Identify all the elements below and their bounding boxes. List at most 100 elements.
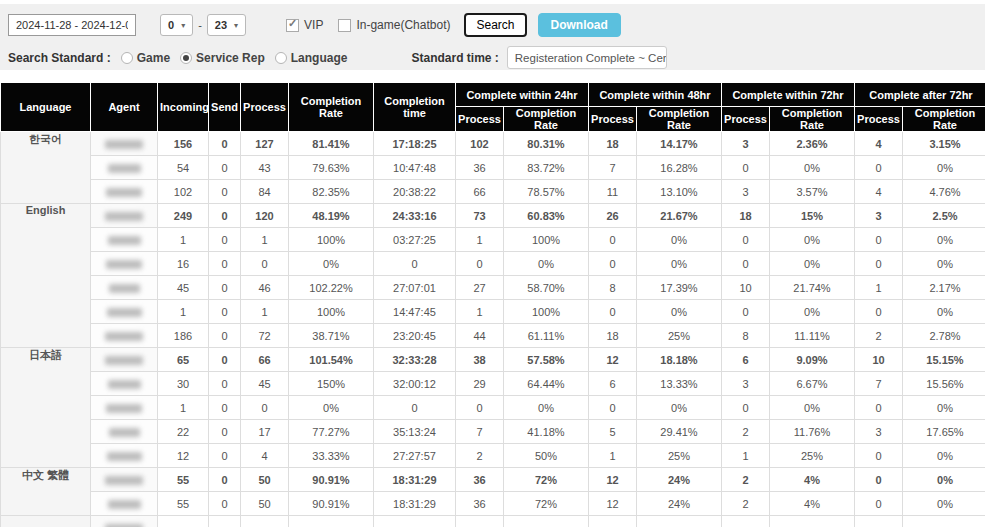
agent-cell	[91, 156, 158, 180]
table-cell: 90.91%	[289, 468, 374, 492]
table-row-summary-partial	[1, 516, 985, 527]
table-cell: 4.76%	[903, 180, 985, 204]
table-cell: 78.57%	[504, 180, 589, 204]
vip-checkbox[interactable]: VIP	[286, 18, 323, 32]
table-cell: 44	[456, 324, 504, 348]
table-cell: 0	[456, 396, 504, 420]
table-cell: 26	[589, 204, 637, 228]
table-cell: 0%	[289, 252, 374, 276]
table-cell: 25%	[637, 324, 722, 348]
table-cell: 101.54%	[289, 348, 374, 372]
table-cell: 4	[855, 180, 903, 204]
radio-language[interactable]: Language	[275, 51, 348, 65]
table-cell: 0	[209, 180, 241, 204]
language-cell: English	[1, 204, 91, 348]
subheader-completion-rate: Completion Rate	[770, 107, 855, 132]
table-cell: 0	[855, 396, 903, 420]
radio-selected-icon[interactable]	[180, 52, 192, 64]
table-cell: 0	[209, 132, 241, 156]
table-cell: 7	[456, 420, 504, 444]
table-cell: 0	[589, 252, 637, 276]
table-cell: 72%	[504, 492, 589, 516]
redacted-agent-name	[107, 308, 142, 317]
table-cell: 83.72%	[504, 156, 589, 180]
table-cell: 03:27:25	[374, 228, 456, 252]
table-cell: 0%	[770, 252, 855, 276]
table-cell: 0	[209, 276, 241, 300]
agent-cell	[91, 492, 158, 516]
table-cell: 0	[589, 228, 637, 252]
ingame-chatbot-checkbox[interactable]: In-game(Chatbot)	[338, 18, 450, 32]
table-cell: 18.18%	[637, 348, 722, 372]
table-cell: 0	[209, 324, 241, 348]
group-header-within-48hr: Complete within 48hr	[589, 83, 722, 107]
group-header-within-24hr: Complete within 24hr	[456, 83, 589, 107]
table-cell: 5	[589, 420, 637, 444]
table-cell	[289, 516, 374, 527]
ingame-chatbot-label: In-game(Chatbot)	[356, 18, 450, 32]
hour-to-select[interactable]: 23 ▾	[207, 14, 246, 36]
table-cell: 1	[456, 300, 504, 324]
table-cell: 33.33%	[289, 444, 374, 468]
group-header-within-72hr: Complete within 72hr	[722, 83, 855, 107]
download-button[interactable]: Download	[538, 13, 621, 37]
radio-game[interactable]: Game	[121, 51, 170, 65]
redacted-agent-name	[108, 380, 141, 389]
agent-cell	[91, 228, 158, 252]
redacted-agent-name	[105, 356, 143, 365]
redacted-agent-name	[107, 452, 142, 461]
table-cell: 0%	[504, 396, 589, 420]
table-cell: 2	[456, 444, 504, 468]
table-cell: 61.11%	[504, 324, 589, 348]
table-cell: 0	[722, 228, 770, 252]
table-cell: 82.35%	[289, 180, 374, 204]
table-cell: 1	[241, 300, 289, 324]
table-cell: 1	[589, 444, 637, 468]
radio-service-rep[interactable]: Service Rep	[180, 51, 265, 65]
subheader-process: Process	[589, 107, 637, 132]
table-cell: 72%	[504, 468, 589, 492]
table-cell: 10:47:48	[374, 156, 456, 180]
table-cell: 15%	[770, 204, 855, 228]
table-cell: 0%	[637, 396, 722, 420]
table-cell: 0	[589, 300, 637, 324]
controls-row-1: 0 ▾ - 23 ▾ VIP In-game(Chatbot) Search D…	[8, 13, 977, 37]
checkbox-icon[interactable]	[338, 19, 351, 32]
redacted-agent-name	[109, 428, 140, 437]
table-cell: 90.91%	[289, 492, 374, 516]
subheader-process: Process	[456, 107, 504, 132]
table-cell: 0%	[770, 156, 855, 180]
standard-time-value: Registeration Complete ~ Cer	[515, 52, 667, 64]
table-row: 30045150%32:00:122964.44%613.33%36.67%71…	[1, 372, 985, 396]
table-cell: 15.56%	[903, 372, 985, 396]
results-table-body: 한국어156012781.41%17:18:2510280.31%1814.17…	[1, 132, 985, 527]
table-cell: 4%	[770, 468, 855, 492]
table-cell: 1	[855, 276, 903, 300]
hour-from-select[interactable]: 0 ▾	[160, 14, 193, 36]
chevron-down-icon: ▾	[234, 21, 238, 30]
results-table: Language Agent Incoming Send Process Com…	[0, 82, 985, 527]
table-cell: 0	[209, 420, 241, 444]
table-cell: 45	[158, 276, 209, 300]
date-range-input[interactable]	[8, 14, 136, 36]
agent-cell	[91, 468, 158, 492]
standard-time-select[interactable]: Registeration Complete ~ Cer	[507, 46, 667, 69]
table-cell: 120	[241, 204, 289, 228]
table-cell	[855, 516, 903, 527]
table-cell	[504, 516, 589, 527]
checkmark-icon[interactable]	[286, 19, 299, 32]
table-cell: 4	[241, 444, 289, 468]
redacted-agent-name	[105, 476, 143, 485]
agent-cell	[91, 420, 158, 444]
table-cell: 22	[158, 420, 209, 444]
table-cell: 79.63%	[289, 156, 374, 180]
table-cell: 2	[722, 492, 770, 516]
agent-cell	[91, 348, 158, 372]
table-cell	[209, 516, 241, 527]
radio-icon[interactable]	[121, 52, 133, 64]
subheader-process: Process	[855, 107, 903, 132]
table-cell: 11	[589, 180, 637, 204]
radio-icon[interactable]	[275, 52, 287, 64]
search-button[interactable]: Search	[464, 13, 526, 37]
column-header-agent: Agent	[91, 83, 158, 132]
